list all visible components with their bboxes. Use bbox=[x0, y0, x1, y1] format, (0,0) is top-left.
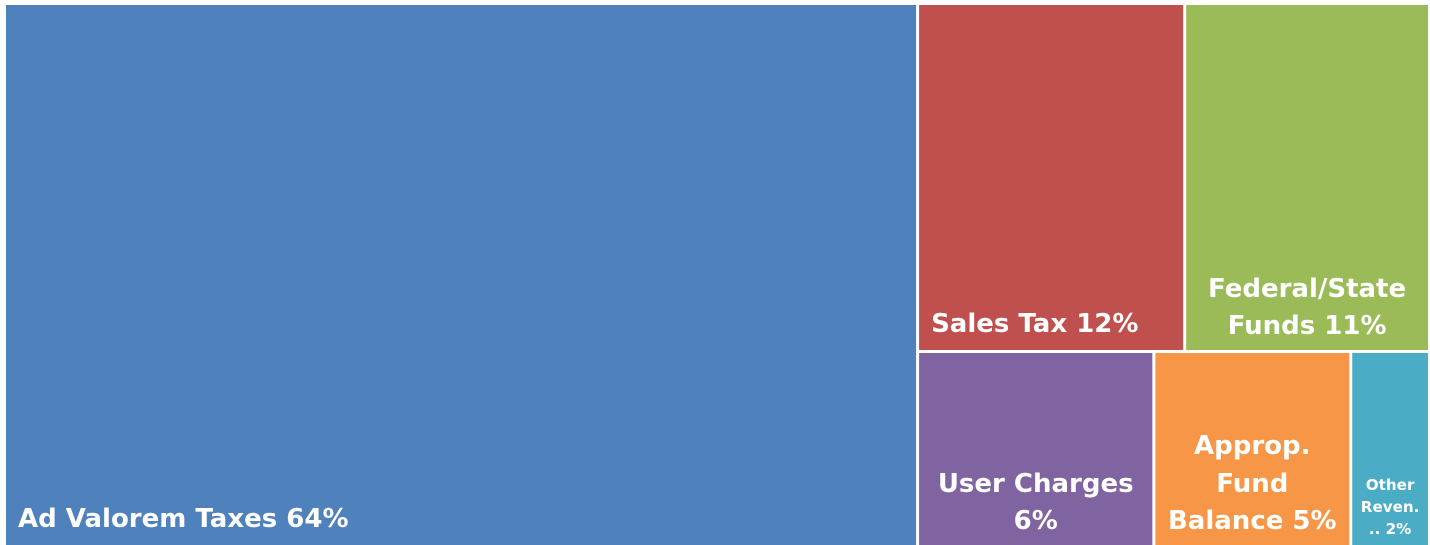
tile-label-box: Approp. Fund Balance 5% bbox=[1155, 353, 1349, 545]
tile-text: Sales Tax 12% bbox=[931, 306, 1173, 344]
tile-label-box: Federal/State Funds 11% bbox=[1186, 5, 1428, 350]
tile bbox=[919, 5, 1184, 350]
tile-label-box: Ad Valorem Taxes 64% bbox=[6, 5, 916, 545]
category-label: Other Reven... bbox=[1360, 476, 1420, 539]
tile-label-box: User Charges 6% bbox=[919, 353, 1152, 545]
tile-text: User Charges 6% bbox=[927, 466, 1144, 541]
tile-label: Other Reven... 2% bbox=[1352, 353, 1428, 545]
tile bbox=[1155, 353, 1350, 545]
tile bbox=[1186, 5, 1428, 350]
category-label: User Charges bbox=[937, 468, 1134, 499]
tile-label-box: Other Reven... 2% bbox=[1352, 353, 1428, 545]
tile-text: Approp. Fund Balance 5% bbox=[1163, 428, 1341, 541]
value-label: 11% bbox=[1324, 311, 1387, 342]
tile-text: Ad Valorem Taxes 64% bbox=[18, 501, 906, 539]
category-label: Approp. Fund Balance bbox=[1167, 430, 1311, 537]
tile-label: Ad Valorem Taxes 64% bbox=[6, 5, 916, 545]
tile-label-box: Sales Tax 12% bbox=[919, 5, 1183, 350]
tile-label: User Charges 6% bbox=[919, 353, 1152, 545]
tile-text: Other Reven... 2% bbox=[1360, 475, 1420, 541]
value-label: 2% bbox=[1385, 520, 1412, 539]
value-label: 6% bbox=[1013, 506, 1058, 537]
tile-text: Federal/State Funds 11% bbox=[1194, 271, 1420, 346]
category-label: Sales Tax bbox=[931, 309, 1068, 340]
value-label: 64% bbox=[286, 504, 349, 535]
tile-label: Federal/State Funds 11% bbox=[1186, 5, 1428, 350]
tile-label: Approp. Fund Balance 5% bbox=[1155, 353, 1349, 545]
category-label: Federal/State Funds bbox=[1208, 273, 1407, 342]
tile bbox=[919, 353, 1153, 545]
value-label: 12% bbox=[1076, 309, 1139, 340]
tile-label: Sales Tax 12% bbox=[919, 5, 1183, 350]
tile bbox=[1352, 353, 1428, 545]
tile bbox=[6, 5, 917, 545]
category-label: Ad Valorem Taxes bbox=[18, 504, 278, 535]
value-label: 5% bbox=[1292, 506, 1337, 537]
